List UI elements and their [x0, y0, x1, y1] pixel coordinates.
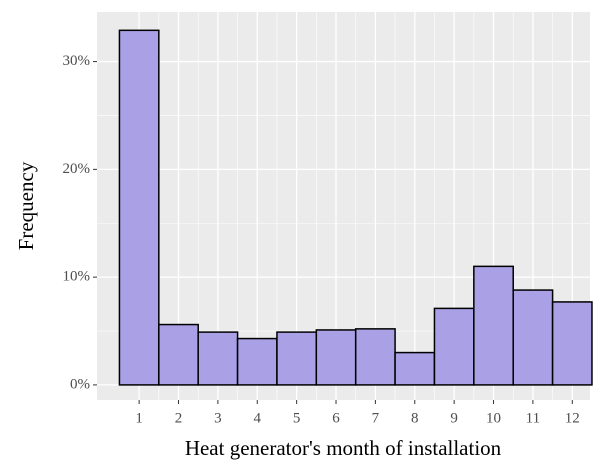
- bar: [315, 329, 357, 386]
- bar: [433, 307, 475, 386]
- x-tick-label: 8: [411, 410, 419, 426]
- x-tick-label: 4: [254, 410, 262, 426]
- bar: [236, 337, 278, 386]
- y-tick-label: 30%: [63, 53, 91, 69]
- bar: [473, 265, 514, 386]
- y-axis-title: Frequency: [14, 161, 38, 250]
- bar: [197, 331, 239, 386]
- bar: [158, 323, 199, 386]
- x-tick-label: 5: [293, 410, 301, 426]
- y-tick-label: 10%: [63, 269, 91, 285]
- x-tick-label: 12: [565, 410, 580, 426]
- x-tick-label: 10: [486, 410, 501, 426]
- x-tick-label: 2: [175, 410, 183, 426]
- x-tick-label: 11: [526, 410, 540, 426]
- bar: [354, 328, 396, 386]
- y-tick-label: 20%: [63, 161, 91, 177]
- y-tick-label: 0%: [70, 376, 90, 392]
- x-tick-label: 1: [135, 410, 143, 426]
- x-tick-label: 9: [450, 410, 458, 426]
- x-tick-label: 6: [332, 410, 340, 426]
- bar: [276, 331, 318, 386]
- x-tick-label: 3: [214, 410, 222, 426]
- bar: [551, 301, 593, 386]
- bar: [512, 289, 554, 386]
- bar: [394, 351, 436, 386]
- x-axis-title: Heat generator's month of installation: [185, 436, 502, 460]
- x-tick-label: 7: [372, 410, 380, 426]
- bar: [118, 29, 160, 386]
